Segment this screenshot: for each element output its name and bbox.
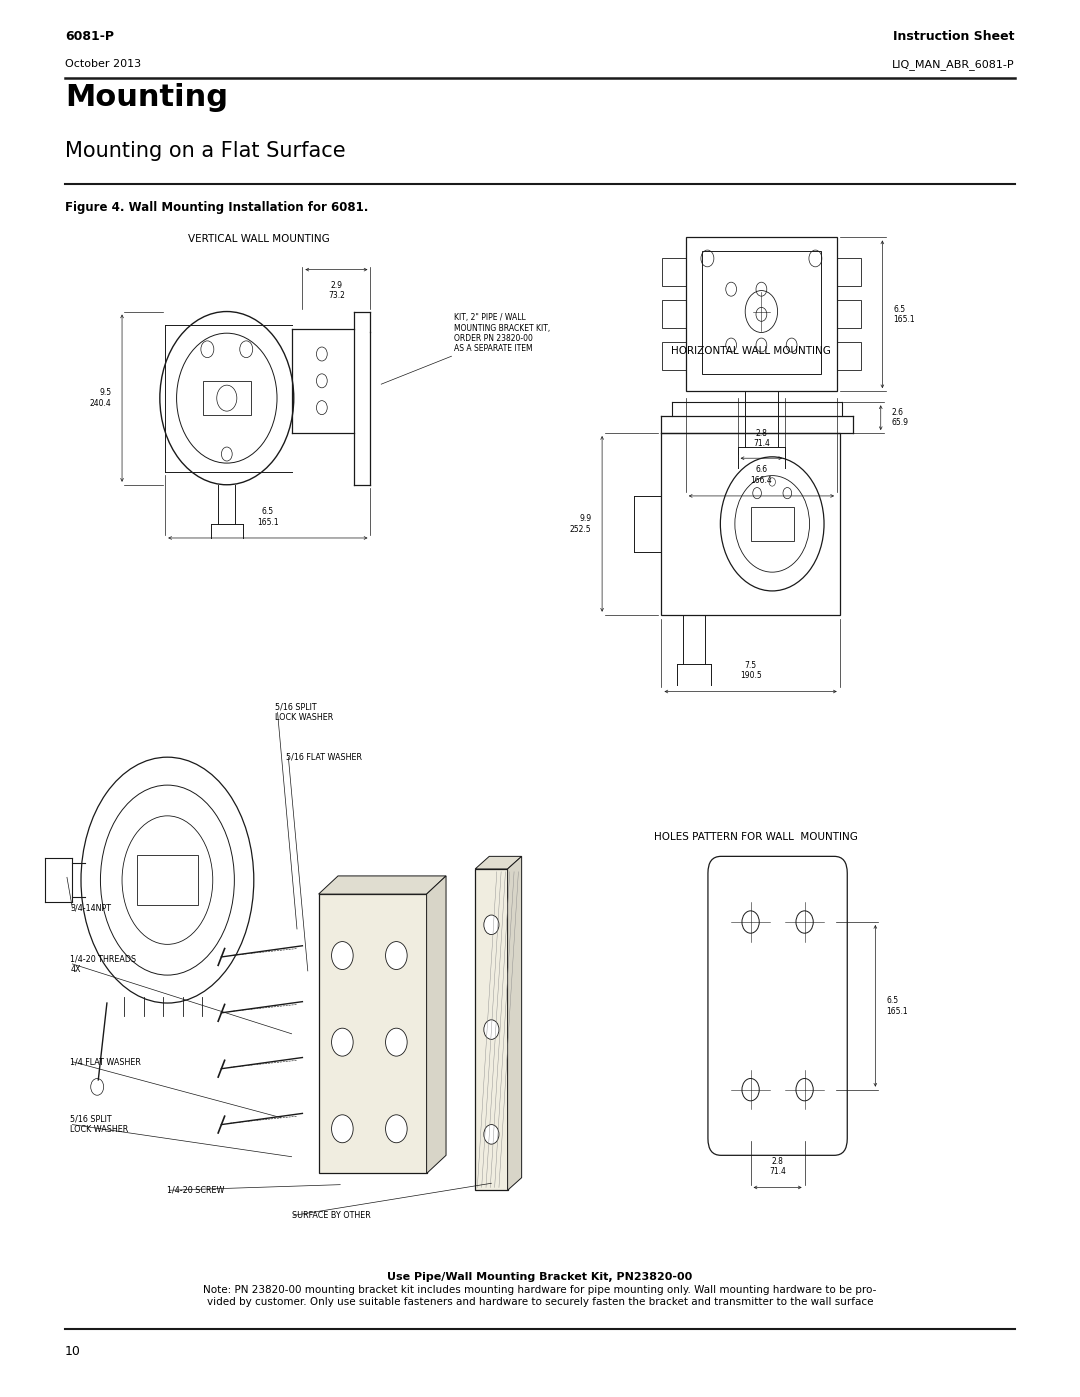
- Text: 6.5
165.1: 6.5 165.1: [886, 996, 908, 1016]
- Polygon shape: [508, 856, 522, 1190]
- Circle shape: [332, 942, 353, 970]
- Text: 5/16 SPLIT
LOCK WASHER: 5/16 SPLIT LOCK WASHER: [70, 1115, 129, 1134]
- Polygon shape: [319, 876, 446, 894]
- Bar: [751, 507, 794, 541]
- Text: 5/16 SPLIT
LOCK WASHER: 5/16 SPLIT LOCK WASHER: [275, 703, 334, 722]
- Text: 6.5
165.1: 6.5 165.1: [893, 305, 915, 324]
- Text: KIT, 2" PIPE / WALL
MOUNTING BRACKET KIT,
ORDER PN 23820-00
AS A SEPARATE ITEM: KIT, 2" PIPE / WALL MOUNTING BRACKET KIT…: [454, 313, 550, 353]
- Circle shape: [484, 915, 499, 935]
- Bar: [662, 258, 686, 286]
- Text: LIQ_MAN_ABR_6081-P: LIQ_MAN_ABR_6081-P: [892, 59, 1015, 70]
- Text: 6081-P: 6081-P: [65, 31, 114, 43]
- Text: 2.8
71.4: 2.8 71.4: [769, 1157, 786, 1176]
- Text: 2.9
73.2: 2.9 73.2: [328, 281, 345, 300]
- Bar: [702, 251, 821, 374]
- Text: 5/16 FLAT WASHER: 5/16 FLAT WASHER: [286, 753, 362, 761]
- Text: Use Pipe/Wall Mounting Bracket Kit, PN23820-00: Use Pipe/Wall Mounting Bracket Kit, PN23…: [388, 1273, 692, 1282]
- Text: 9.9
252.5: 9.9 252.5: [569, 514, 591, 534]
- Text: 3/4-14NPT: 3/4-14NPT: [70, 904, 111, 912]
- Text: 1/4-20 SCREW: 1/4-20 SCREW: [167, 1186, 225, 1194]
- Bar: [319, 894, 427, 1173]
- Text: HOLES PATTERN FOR WALL  MOUNTING: HOLES PATTERN FOR WALL MOUNTING: [654, 833, 858, 842]
- Text: Mounting on a Flat Surface: Mounting on a Flat Surface: [65, 141, 346, 161]
- Text: Note: PN 23820-00 mounting bracket kit includes mounting hardware for pipe mount: Note: PN 23820-00 mounting bracket kit i…: [203, 1285, 877, 1306]
- Bar: [686, 237, 837, 391]
- Bar: [662, 342, 686, 370]
- Text: Mounting: Mounting: [65, 82, 228, 112]
- Circle shape: [332, 1028, 353, 1056]
- Text: 7.5
190.5: 7.5 190.5: [740, 661, 761, 680]
- Text: HORIZONTAL WALL MOUNTING: HORIZONTAL WALL MOUNTING: [671, 346, 831, 356]
- Bar: [837, 300, 861, 328]
- Text: 2.6
65.9: 2.6 65.9: [892, 408, 908, 427]
- Circle shape: [332, 1115, 353, 1143]
- FancyBboxPatch shape: [708, 856, 847, 1155]
- Bar: [661, 433, 840, 615]
- Text: 9.5
240.4: 9.5 240.4: [90, 388, 111, 408]
- Circle shape: [484, 1125, 499, 1144]
- Circle shape: [386, 942, 407, 970]
- Text: 1/4-20 THREADS
4X: 1/4-20 THREADS 4X: [70, 954, 136, 974]
- Text: 2.8
71.4: 2.8 71.4: [753, 429, 770, 448]
- Text: VERTICAL WALL MOUNTING: VERTICAL WALL MOUNTING: [188, 235, 330, 244]
- Bar: [662, 300, 686, 328]
- Bar: [137, 855, 198, 905]
- Polygon shape: [427, 876, 446, 1173]
- Bar: [475, 869, 508, 1190]
- Text: Instruction Sheet: Instruction Sheet: [893, 31, 1015, 43]
- Polygon shape: [475, 856, 522, 869]
- Text: SURFACE BY OTHER: SURFACE BY OTHER: [292, 1211, 370, 1220]
- Bar: [837, 258, 861, 286]
- Text: 10: 10: [65, 1345, 81, 1358]
- Bar: [203, 381, 251, 415]
- Text: 1/4 FLAT WASHER: 1/4 FLAT WASHER: [70, 1058, 141, 1066]
- Circle shape: [386, 1115, 407, 1143]
- Text: Figure 4. Wall Mounting Installation for 6081.: Figure 4. Wall Mounting Installation for…: [65, 201, 368, 214]
- Bar: [837, 342, 861, 370]
- Text: October 2013: October 2013: [65, 59, 141, 68]
- Text: 6.5
165.1: 6.5 165.1: [257, 507, 279, 527]
- Circle shape: [484, 1020, 499, 1039]
- Circle shape: [386, 1028, 407, 1056]
- Text: 6.6
166.4: 6.6 166.4: [751, 465, 772, 485]
